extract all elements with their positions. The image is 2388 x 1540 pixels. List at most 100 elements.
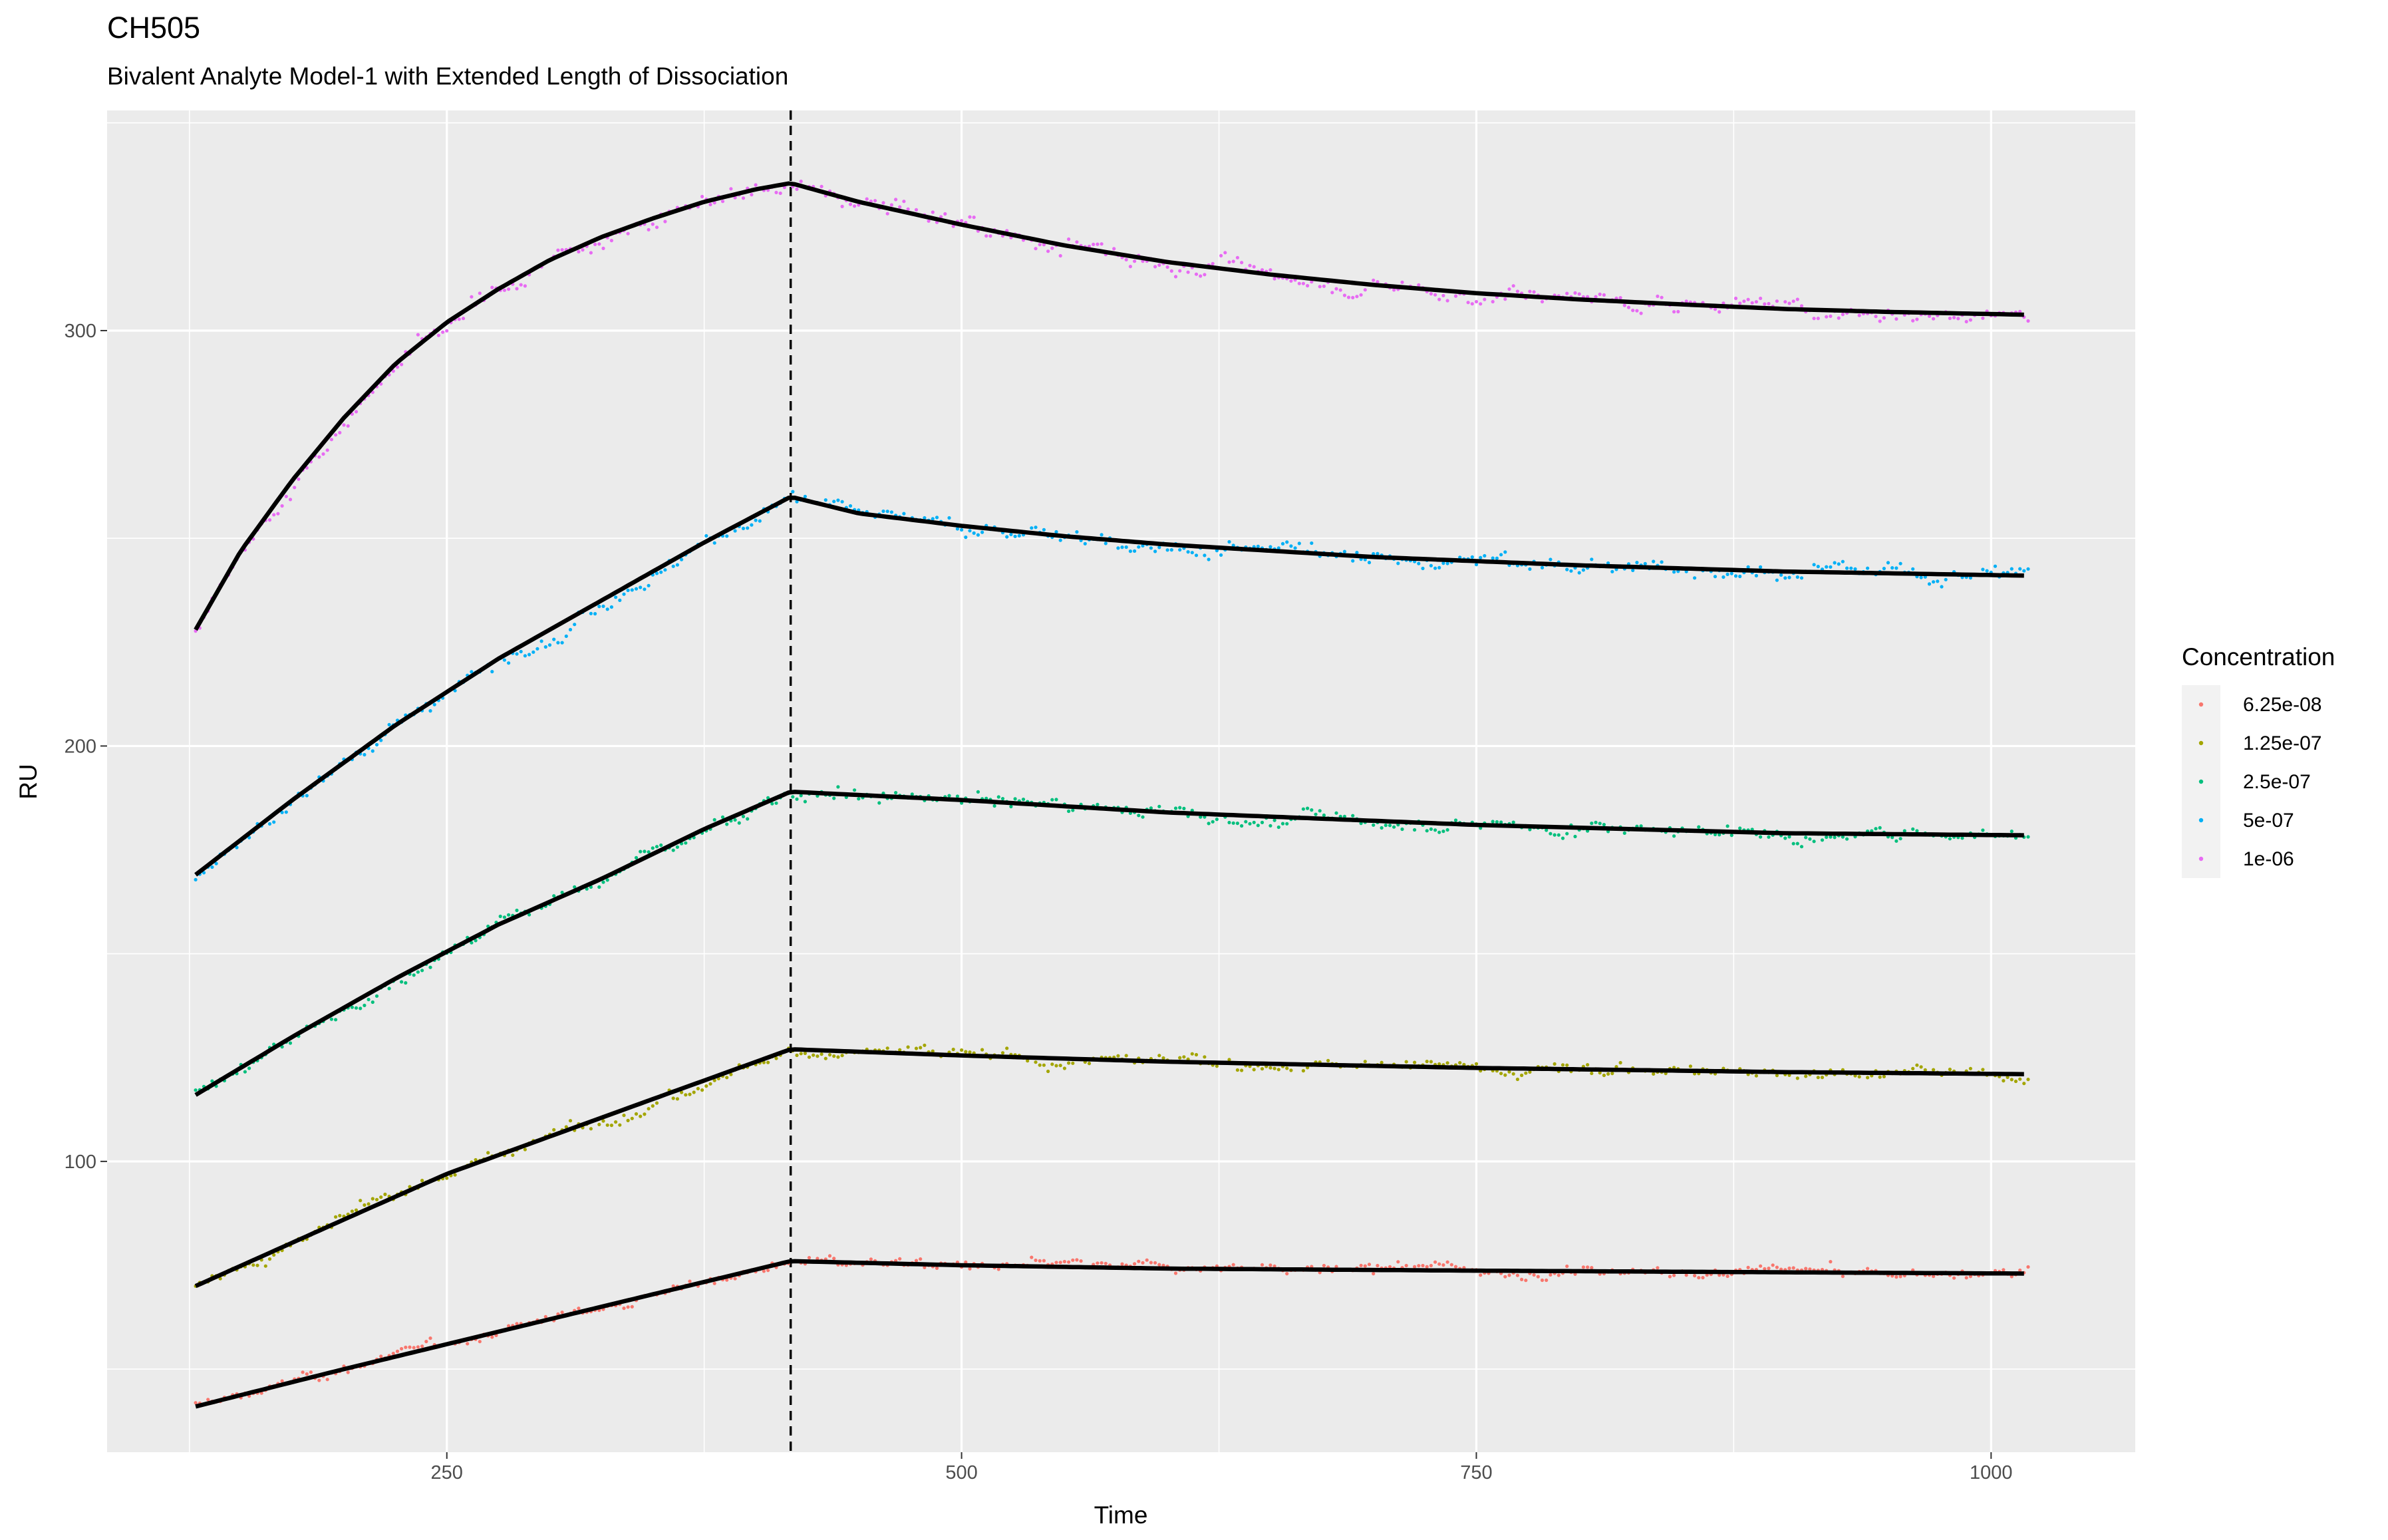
- data-point: [1565, 1063, 1569, 1067]
- data-point: [1100, 1261, 1104, 1265]
- data-point: [1137, 1259, 1141, 1263]
- data-point: [1746, 565, 1750, 569]
- data-point: [1606, 1072, 1610, 1076]
- data-point: [1507, 1273, 1511, 1277]
- data-point: [2026, 835, 2030, 839]
- data-point: [655, 571, 659, 575]
- x-tick-label: 250: [431, 1462, 463, 1483]
- data-point: [1050, 246, 1054, 250]
- data-point: [2026, 1265, 2030, 1269]
- data-point: [1207, 822, 1211, 826]
- data-point: [1639, 824, 1643, 828]
- data-point: [1911, 567, 1915, 571]
- data-point: [1079, 1259, 1083, 1263]
- data-point: [1075, 1258, 1079, 1262]
- data-point: [267, 822, 272, 826]
- data-point: [1549, 557, 1553, 561]
- data-point: [1816, 317, 1820, 321]
- fit-line: [194, 790, 2024, 1097]
- data-point: [1837, 316, 1841, 320]
- data-point: [807, 1256, 812, 1260]
- data-point: [816, 1257, 820, 1261]
- data-point: [1376, 280, 1380, 284]
- data-point: [1594, 820, 1598, 824]
- data-point: [2014, 1079, 2018, 1084]
- data-point: [1524, 1071, 1528, 1075]
- data-point: [923, 516, 927, 520]
- data-point: [1149, 1261, 1153, 1265]
- data-point: [643, 849, 647, 853]
- data-point: [1812, 563, 1816, 567]
- data-point: [630, 1116, 634, 1120]
- data-point: [1837, 562, 1841, 566]
- data-point: [737, 821, 741, 825]
- data-point: [1087, 1062, 1092, 1066]
- data-point: [1453, 294, 1458, 298]
- data-point: [836, 1055, 840, 1059]
- data-point: [947, 794, 951, 798]
- data-point: [1199, 815, 1203, 819]
- data-point: [1417, 283, 1421, 287]
- data-point: [799, 1052, 803, 1056]
- data-point: [1713, 307, 1717, 311]
- data-point: [873, 199, 877, 203]
- data-point: [395, 1349, 400, 1353]
- data-point: [1479, 826, 1483, 830]
- data-point: [329, 438, 333, 442]
- data-point: [502, 915, 507, 919]
- data-point: [968, 529, 972, 533]
- data-point: [1759, 835, 1763, 839]
- data-point: [560, 641, 564, 645]
- data-point: [1767, 1267, 1771, 1271]
- data-point: [1280, 541, 1285, 546]
- data-point: [803, 494, 807, 499]
- data-point: [807, 1055, 812, 1059]
- data-point: [1384, 824, 1388, 828]
- data-point: [1911, 827, 1915, 831]
- data-point: [1042, 243, 1046, 247]
- data-point: [1042, 1063, 1046, 1067]
- data-point: [1342, 814, 1346, 818]
- data-point: [1260, 1067, 1265, 1071]
- data-point: [976, 790, 980, 794]
- data-point: [774, 801, 778, 805]
- data-point: [1054, 798, 1058, 802]
- data-point: [1948, 837, 1952, 841]
- data-point: [935, 1266, 939, 1270]
- data-point: [404, 981, 408, 985]
- data-point: [1046, 1069, 1050, 1074]
- data-point: [671, 564, 675, 568]
- data-point: [1775, 1074, 1779, 1078]
- data-point: [1866, 1076, 1870, 1080]
- x-axis-title: Time: [1094, 1501, 1148, 1529]
- data-point: [1795, 1076, 1799, 1080]
- data-point: [1598, 1071, 1602, 1075]
- data-point: [1301, 1069, 1305, 1073]
- data-point: [1799, 845, 1804, 849]
- data-point: [1359, 293, 1363, 297]
- fit-lines-layer: [194, 181, 2024, 1409]
- data-point: [202, 871, 206, 875]
- fit-line: [194, 181, 2024, 631]
- data-point: [1553, 833, 1557, 837]
- data-point: [445, 329, 449, 333]
- data-point: [799, 794, 803, 798]
- data-point: [1235, 822, 1239, 826]
- data-point: [1841, 835, 1845, 839]
- data-point: [1725, 1274, 1729, 1279]
- data-point: [1157, 1054, 1161, 1058]
- data-point: [1458, 1061, 1462, 1065]
- data-point: [416, 1345, 420, 1349]
- legend-label: 2.5e-07: [2243, 771, 2311, 793]
- data-point: [898, 205, 902, 209]
- data-point: [964, 1260, 968, 1264]
- data-point: [1326, 1058, 1330, 1062]
- data-point: [1449, 1263, 1453, 1267]
- data-point: [346, 424, 350, 428]
- data-point: [2026, 567, 2030, 571]
- data-point: [1763, 302, 1767, 306]
- data-point: [515, 287, 519, 291]
- data-point: [729, 187, 733, 191]
- data-point: [1767, 301, 1771, 306]
- x-tick-label: 1000: [1970, 1462, 2013, 1483]
